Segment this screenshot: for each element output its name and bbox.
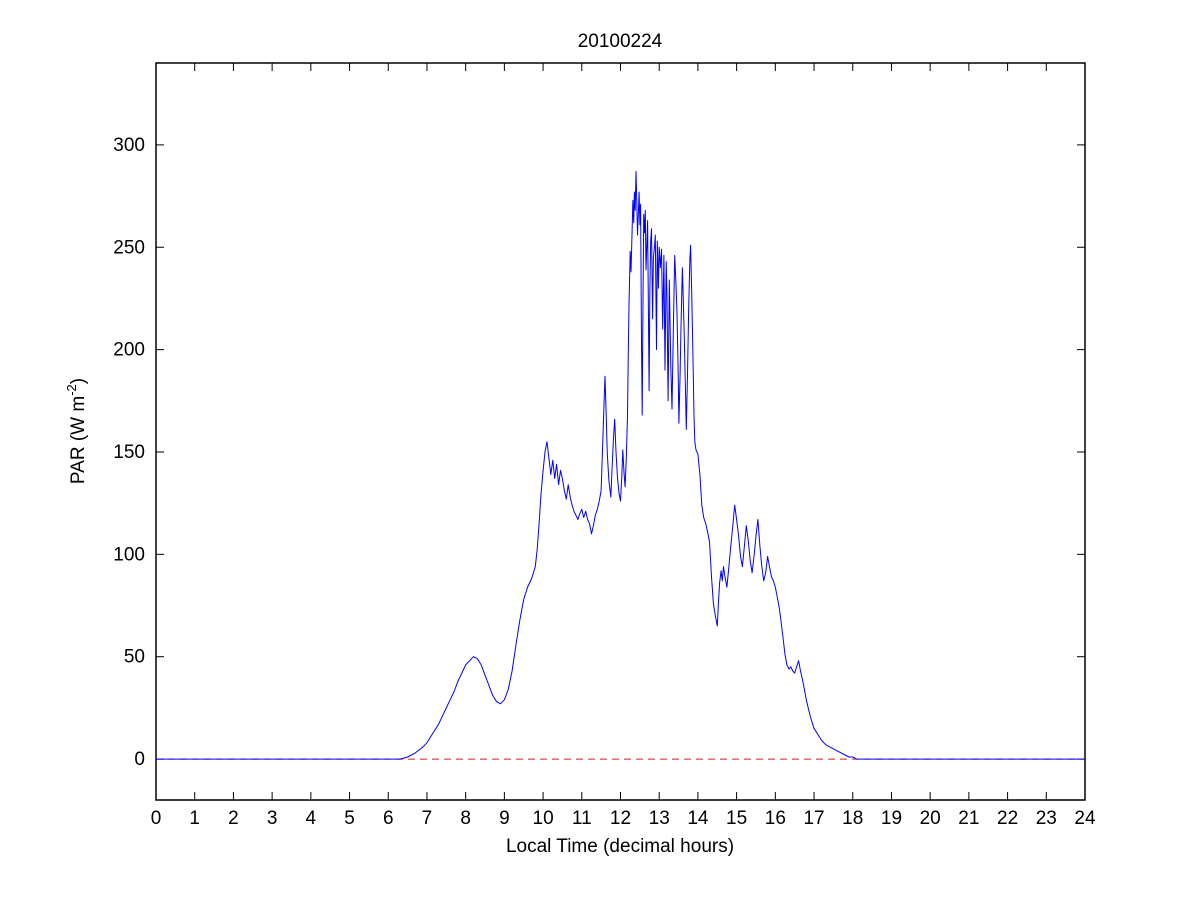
x-tick-label: 3 (267, 808, 278, 829)
y-tick-label: 250 (113, 237, 145, 258)
plot-area: 0 1 2 3 4 5 6 7 8 9 10 11 12 13 14 15 16 17 18 19 20 21 22 23 24… (113, 62, 1096, 829)
x-tick-label: 18 (842, 808, 863, 829)
y-axis-label: PAR (W m-2) (64, 378, 89, 484)
y-tick-label: 50 (124, 647, 145, 668)
y-tick-label: 100 (113, 544, 145, 565)
y-axis-label-prefix: PAR (W m (68, 396, 89, 484)
x-tick-label: 13 (649, 808, 670, 829)
y-axis-label-suffix: ) (68, 378, 89, 384)
x-tick-label: 0 (151, 808, 162, 829)
x-tick-label: 16 (765, 808, 786, 829)
y-tick-label: 150 (113, 442, 145, 463)
x-tick-label: 8 (460, 808, 471, 829)
x-tick-label: 4 (306, 808, 317, 829)
x-tick-label: 11 (572, 808, 592, 829)
x-tick-label: 23 (1036, 808, 1057, 829)
x-tick-label: 21 (958, 808, 979, 829)
x-tick-label: 9 (499, 808, 510, 829)
y-tick-label: 300 (113, 135, 145, 156)
x-tick-label: 7 (422, 808, 433, 829)
x-tick-label: 5 (344, 808, 355, 829)
x-tick-label: 10 (533, 808, 554, 829)
x-tick-label: 14 (687, 808, 709, 829)
x-tick-label: 22 (997, 808, 1018, 829)
y-tick-label: 200 (113, 340, 145, 361)
series-par (156, 171, 1085, 760)
x-tick-label: 2 (228, 808, 239, 829)
x-axis-label: Local Time (decimal hours) (506, 836, 734, 857)
x-tick-label: 19 (881, 808, 902, 829)
y-axis-label-superscript: -2 (64, 384, 79, 396)
x-tick-label: 6 (383, 808, 394, 829)
y-tick-label: 0 (134, 749, 145, 770)
x-tick-label: 12 (610, 808, 631, 829)
x-tick-label: 24 (1074, 808, 1096, 829)
x-tick-label: 20 (920, 808, 941, 829)
x-tick-label: 17 (803, 808, 824, 829)
x-tick-label: 1 (189, 808, 200, 829)
x-tick-label: 15 (726, 808, 747, 829)
axes-box (155, 62, 1086, 801)
chart-title: 20100224 (578, 31, 663, 52)
